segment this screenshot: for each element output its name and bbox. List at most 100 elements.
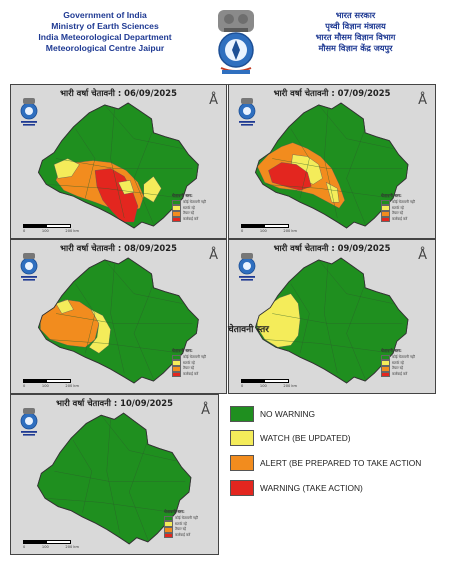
warning-zone-watch [55,299,74,314]
mini-legend-item: तैयार रहें [381,365,431,372]
warning-zone-watch [143,176,162,203]
mini-legend-title: चेतावनी स्तर: [381,348,402,353]
mini-legend-title: चेतावनी स्तर: [172,193,193,198]
mini-legend-swatch [172,354,181,361]
mini-legend-item: कोई चेतावनी नहीं [381,199,431,206]
legend-label: WARNING (TAKE ACTION) [260,483,363,493]
district-boundary [133,128,154,225]
panel-title: भारी वर्षा चेतावनी : 08/09/2025 [60,243,177,253]
north-arrow-icon: Å [201,403,210,418]
imd-logo-icon [20,408,38,436]
mini-legend-swatch [381,365,390,372]
mini-legend-item: सतर्क रहें [164,521,214,527]
mini-legend-swatch [381,210,390,217]
scale-bar-graphic [23,224,71,228]
district-boundary [75,128,96,199]
mini-legend-label: तैयार रहें [175,527,187,532]
mini-legend-item: कार्रवाई करें [172,371,222,378]
scale-label: 100 [259,384,267,388]
district-boundary [72,440,92,513]
north-arrow-icon: Å [209,248,218,263]
mini-legend: चेतावनी स्तर: कोई चेतावनी नहीं सतर्क रहें त… [164,509,214,539]
state-border [37,102,199,229]
mini-legend-label: कार्रवाई करें [175,532,191,537]
warning-zone-watch [88,309,111,354]
header-line: मौसम विज्ञान केंद्र जयपुर [318,43,393,53]
mini-legend-label: तैयार रहें [183,366,195,371]
north-arrow-icon: Å [209,93,218,108]
mini-legend-label: तैयार रहें [392,366,404,371]
scale-label: 200 km [65,229,79,233]
map-panel-06-09: भारी वर्षा चेतावनी : 06/09/2025 Å चेतावन… [10,84,227,239]
district-boundary [290,128,310,199]
rajasthan-map [229,85,435,238]
legend-swatch [230,406,254,422]
mini-legend-label: सतर्क रहें [183,205,195,210]
mini-legend-swatch [381,371,390,378]
imd-logo-icon [238,253,256,281]
warning-zone-watch [325,181,340,203]
mini-legend-swatch [172,371,181,378]
legend-item-warning: WARNING (TAKE ACTION) [230,480,363,496]
district-boundary [318,104,394,149]
mini-legend-label: कार्रवाई करें [183,371,199,376]
district-boundary [55,158,193,169]
mini-legend-swatch [172,216,181,223]
district-boundary [129,440,149,540]
header-line: भारत सरकार [335,10,376,20]
mini-legend-swatch [164,515,173,522]
panel-title: भारी वर्षा चेतावनी : 09/09/2025 [273,243,391,253]
district-boundary [262,184,394,199]
hindi-header: भारत सरकार पृथ्वी विज्ञान मंत्रालय भारत … [268,10,443,54]
scale-label: 0 [23,545,26,549]
mini-legend-swatch [381,354,390,361]
mini-legend-item: सतर्क रहें [172,205,222,211]
national-emblem-icon [218,10,254,74]
district-boundary [46,184,183,199]
district-boundary [324,108,338,219]
map-panel-08-09: भारी वर्षा चेतावनी : 08/09/2025 Å चेतावन… [10,239,227,394]
legend-item-no-warning: NO WARNING [230,406,315,422]
mini-legend-swatch [172,199,181,206]
scale-label: 0 [23,229,26,233]
scale-bar: 0 100 200 km [241,379,297,388]
district-boundary [133,283,154,380]
north-arrow-icon: Å [418,248,427,263]
header: Government of India Ministry of Earth Sc… [0,0,450,82]
legend-label: WATCH (BE UPDATED) [260,433,351,443]
mini-legend-label: सतर्क रहें [392,205,404,210]
district-boundary [75,283,96,354]
mini-legend-item: कोई चेतावनी नहीं [381,354,431,361]
mini-legend-label: सतर्क रहें [175,521,187,526]
mini-legend-item: तैयार रहें [164,526,214,533]
panel-title: भारी वर्षा चेतावनी : 07/09/2025 [273,88,391,98]
scale-label: 100 [41,229,49,233]
mini-legend: चेतावनी स्तर: कोई चेतावनी नहीं सतर्क रहें त… [381,193,431,223]
district-boundary [46,339,183,354]
mini-legend-label: कोई चेतावनी नहीं [392,200,415,205]
mini-legend-item: कोई चेतावनी नहीं [172,199,222,206]
district-boundary [101,415,176,462]
mini-legend-item: कार्रवाई करें [164,532,214,539]
warning-zone-warning [268,162,312,191]
district-boundary [110,263,125,374]
header-line: India Meteorological Department [38,32,172,42]
mini-legend-title: चेतावनी स्तर: [381,193,402,198]
rajasthan-map [11,240,226,393]
mini-legend-label: तैयार रहें [392,211,404,216]
legend-item-alert: ALERT (BE PREPARED TO TAKE ACTION [230,455,421,471]
district-boundary [318,259,394,304]
mini-legend-label: कार्रवाई करें [392,371,408,376]
legend-swatch [230,480,254,496]
scale-bar: 0 100 200 km [23,379,79,388]
scale-bar-graphic [23,540,71,544]
map-regions [37,257,199,384]
scale-label: 200 km [65,545,79,549]
scale-bar: 0 100 200 km [23,224,79,233]
state-border [37,257,199,384]
mini-legend-label: तैयार रहें [183,211,195,216]
mini-legend-item: कोई चेतावनी नहीं [172,354,222,361]
district-boundary [272,313,403,324]
district-boundary [104,104,183,149]
map-panel-10-09: भारी वर्षा चेतावनी : 10/09/2025 Å चेतावन… [10,394,219,555]
